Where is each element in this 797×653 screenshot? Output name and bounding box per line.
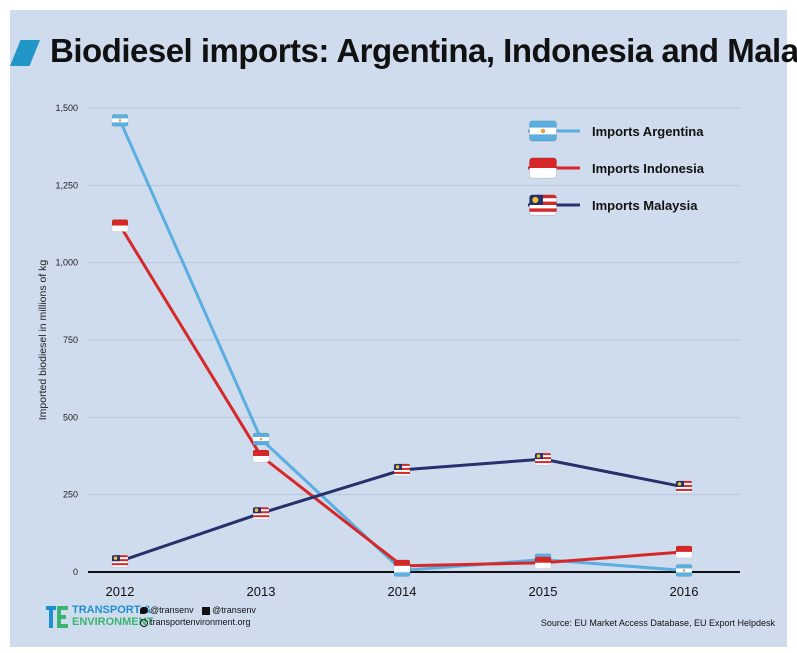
- twitter-handle[interactable]: @transenv: [150, 605, 194, 615]
- data-point-indonesia: [534, 556, 552, 569]
- legend-flag-indonesia-icon: [528, 157, 558, 179]
- globe-icon: [140, 618, 148, 627]
- legend-item-argentina: Imports Argentina: [528, 120, 704, 142]
- y-tick-label: 750: [63, 335, 78, 345]
- series-line-indonesia: [118, 224, 685, 568]
- data-point-malaysia: [393, 463, 411, 477]
- source-note: Source: EU Market Access Database, EU Ex…: [540, 618, 775, 628]
- legend-item-indonesia: Imports Indonesia: [528, 157, 705, 179]
- chart-title: Biodiesel imports: Argentina, Indonesia …: [50, 32, 797, 69]
- legend-flag-malaysia-icon: [528, 194, 558, 216]
- x-axis-ticks: 2012 2013 2014 2015 2016: [106, 584, 699, 599]
- data-point-indonesia: [252, 449, 270, 463]
- data-point-malaysia: [252, 506, 270, 520]
- data-point-argentina: [675, 564, 693, 577]
- legend-label: Imports Indonesia: [592, 161, 705, 176]
- y-tick-label: 1,250: [55, 180, 78, 190]
- legend-flag-argentina-icon: [528, 120, 558, 142]
- y-tick-label: 1,500: [55, 103, 78, 113]
- y-axis-label: Imported biodiesel in millions of kg: [37, 260, 49, 421]
- x-tick-label: 2013: [247, 584, 276, 599]
- y-tick-label: 250: [63, 490, 78, 500]
- facebook-icon: [202, 606, 211, 615]
- gridlines: [88, 107, 740, 496]
- x-tick-label: 2016: [670, 584, 699, 599]
- x-tick-label: 2014: [388, 584, 417, 599]
- y-tick-label: 0: [73, 567, 78, 577]
- data-point-indonesia: [675, 545, 693, 559]
- legend-item-malaysia: Imports Malaysia: [528, 194, 698, 216]
- facebook-handle[interactable]: @transenv: [212, 605, 256, 615]
- data-point-argentina: [252, 432, 270, 446]
- data-point-malaysia: [675, 480, 693, 494]
- org-name-line2: ENVIRONMENT: [72, 616, 154, 628]
- series-markers: [111, 114, 693, 577]
- series-line-argentina: [118, 119, 685, 572]
- data-point-malaysia: [111, 554, 129, 568]
- y-tick-label: 500: [63, 412, 78, 422]
- series-lines: [118, 119, 685, 572]
- twitter-icon: [140, 607, 148, 615]
- data-point-indonesia: [111, 219, 129, 232]
- x-tick-label: 2015: [529, 584, 558, 599]
- website-link[interactable]: transportenvironment.org: [150, 617, 251, 627]
- te-logo-icon: [46, 606, 68, 628]
- data-point-argentina: [111, 114, 129, 127]
- legend-label: Imports Malaysia: [592, 198, 698, 213]
- data-point-indonesia: [393, 559, 411, 573]
- legend: Imports Argentina Imports Indonesia Import…: [528, 120, 705, 216]
- y-axis-ticks: 0 250 500 750 1,000 1,250 1,500: [55, 103, 78, 577]
- x-tick-label: 2012: [106, 584, 135, 599]
- chart-panel: Biodiesel imports: Argentina, Indonesia …: [10, 10, 797, 647]
- legend-label: Imports Argentina: [592, 124, 704, 139]
- y-tick-label: 1,000: [55, 258, 78, 268]
- data-point-malaysia: [534, 452, 552, 466]
- title-row: Biodiesel imports: Argentina, Indonesia …: [10, 32, 797, 82]
- social-links: @transenv @transenv transportenvironment…: [140, 604, 256, 628]
- org-name-line1: TRANSPORT &: [72, 604, 152, 616]
